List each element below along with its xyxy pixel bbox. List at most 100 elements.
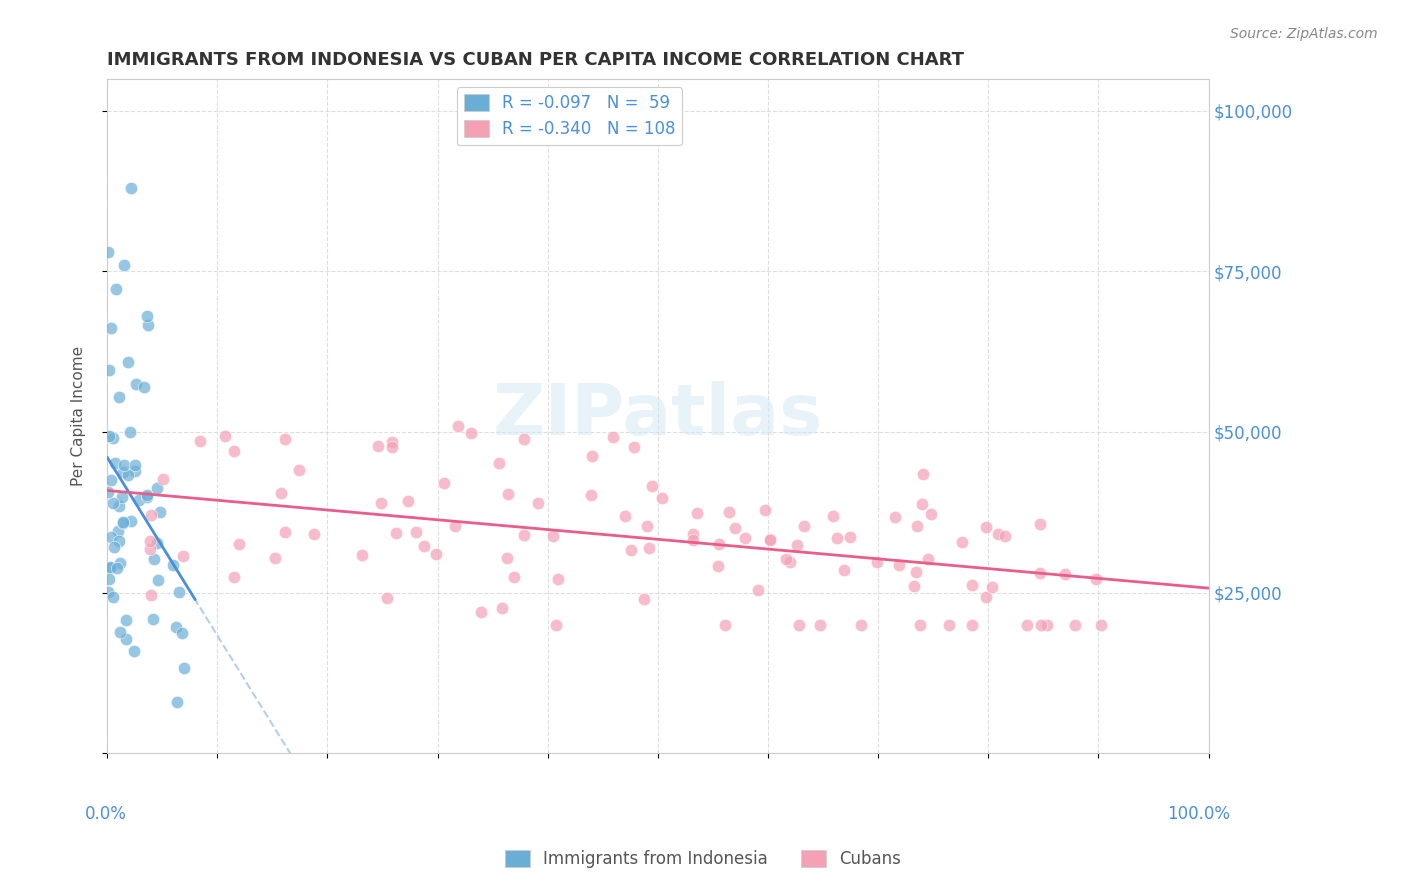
Point [118,425,141,440]
Point [994,529,1017,543]
Point [907,518,929,533]
Point [908,617,931,632]
Point [682,527,704,541]
Point [488,456,510,470]
Point [512,432,534,446]
Point [413,540,436,554]
Point [496,487,519,501]
Point [960,617,983,632]
Point [883,510,905,524]
Point [112,515,135,529]
Point [433,476,456,491]
Point [287,463,309,477]
Point [138,534,160,549]
Point [98,560,121,574]
Point [172,549,194,563]
Point [682,533,704,547]
Point [866,556,889,570]
Point [274,524,297,539]
Point [641,479,664,493]
Point [950,535,973,549]
Point [141,508,163,523]
Point [1063,617,1085,632]
Point [637,541,659,556]
Point [825,531,848,545]
Point [146,481,169,495]
Point [146,536,169,550]
Point [707,537,730,551]
Point [541,529,564,543]
Point [758,533,780,548]
Point [1029,617,1052,632]
Point [108,556,131,570]
Point [706,558,728,573]
Point [375,591,398,606]
Point [718,505,741,519]
Point [385,526,408,541]
Point [787,617,810,632]
Point [143,551,166,566]
Point [101,496,124,510]
Point [636,519,658,533]
Point [167,585,190,599]
Point [108,390,131,404]
Point [960,578,983,592]
Point [114,613,136,627]
Point [734,531,756,545]
Point [97,572,120,586]
Point [650,491,672,506]
Point [912,467,935,481]
Point [602,430,624,444]
Point [686,506,709,520]
Point [125,377,148,392]
Point [747,582,769,597]
Point [581,449,603,463]
Point [1036,617,1059,632]
Point [224,570,246,584]
Point [138,318,160,332]
Text: Source: ZipAtlas.com: Source: ZipAtlas.com [1230,27,1378,41]
Point [142,612,165,626]
Point [838,530,860,544]
Legend: R = -0.097   N =  59, R = -0.340   N = 108: R = -0.097 N = 59, R = -0.340 N = 108 [457,87,682,145]
Point [1029,566,1052,581]
Point [120,181,142,195]
Point [111,490,134,504]
Point [987,526,1010,541]
Point [105,283,128,297]
Point [786,538,808,552]
Point [381,440,404,454]
Point [112,258,135,272]
Point [104,456,127,470]
Point [974,519,997,533]
Point [547,573,569,587]
Point [122,644,145,658]
Point [620,542,643,557]
Point [849,617,872,632]
Point [1017,617,1039,632]
Point [108,533,131,548]
Point [425,547,447,561]
Point [405,525,427,540]
Point [980,581,1002,595]
Point [911,497,934,511]
Point [149,505,172,519]
Point [502,570,524,584]
Text: ZIPatlas: ZIPatlas [492,382,823,450]
Point [146,574,169,588]
Point [162,558,184,573]
Point [513,527,536,541]
Point [135,309,157,323]
Point [152,472,174,486]
Point [117,467,139,482]
Point [775,552,797,566]
Point [821,508,844,523]
Point [100,473,122,487]
Point [920,507,942,521]
Point [105,561,128,575]
Point [114,458,136,472]
Point [188,434,211,449]
Point [100,530,122,544]
Point [527,496,550,510]
Point [460,425,482,440]
